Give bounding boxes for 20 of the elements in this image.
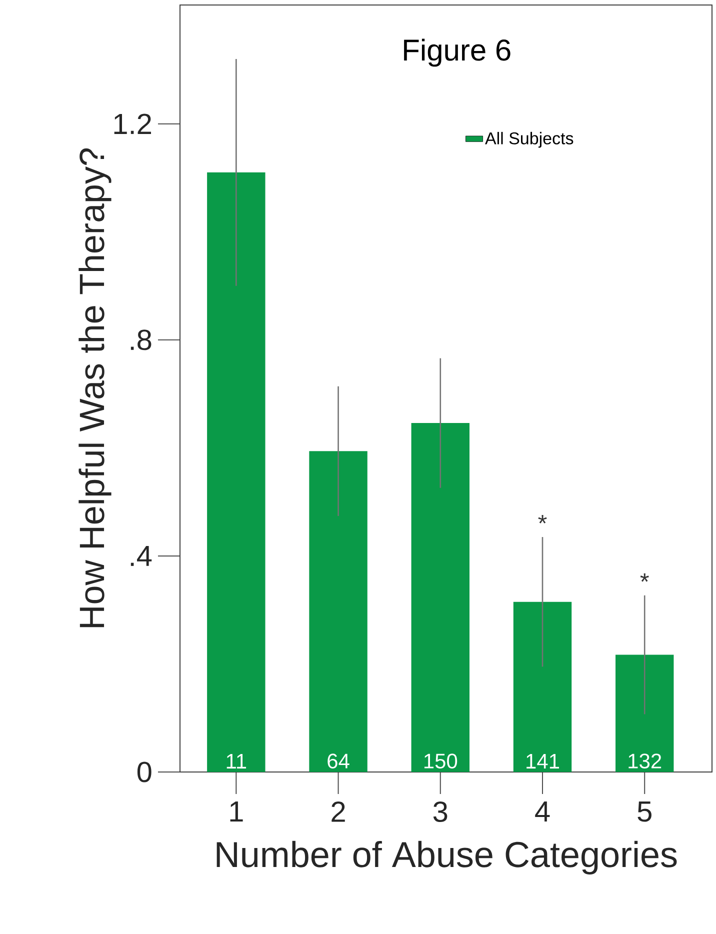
y-tick-label: .4 bbox=[130, 546, 152, 566]
x-tick-label: 4 bbox=[535, 802, 550, 822]
legend-label: All Subjects bbox=[485, 132, 574, 148]
x-tick-label: 5 bbox=[638, 802, 652, 822]
x-tick-label: 1 bbox=[230, 802, 243, 822]
y-tick-label: .8 bbox=[130, 330, 152, 350]
x-axis-title: Number of Abuse Categories bbox=[216, 840, 677, 874]
annotation: 141 bbox=[526, 754, 559, 768]
text: Figure 6 bbox=[404, 38, 510, 67]
x-tick-label: 2 bbox=[332, 802, 345, 822]
annotation: 150 bbox=[424, 754, 458, 768]
annotation: 132 bbox=[628, 754, 662, 768]
x-tick-label: 3 bbox=[433, 802, 448, 822]
annotation: 64 bbox=[328, 754, 350, 768]
y-tick-label: 0 bbox=[137, 762, 152, 782]
annotation: * bbox=[538, 514, 547, 524]
annotation: 11 bbox=[226, 754, 246, 768]
y-tick-label: 1.2 bbox=[114, 114, 151, 134]
y-axis-title: How Helpful Was the Therapy? bbox=[78, 148, 112, 628]
annotation: * bbox=[640, 573, 649, 582]
